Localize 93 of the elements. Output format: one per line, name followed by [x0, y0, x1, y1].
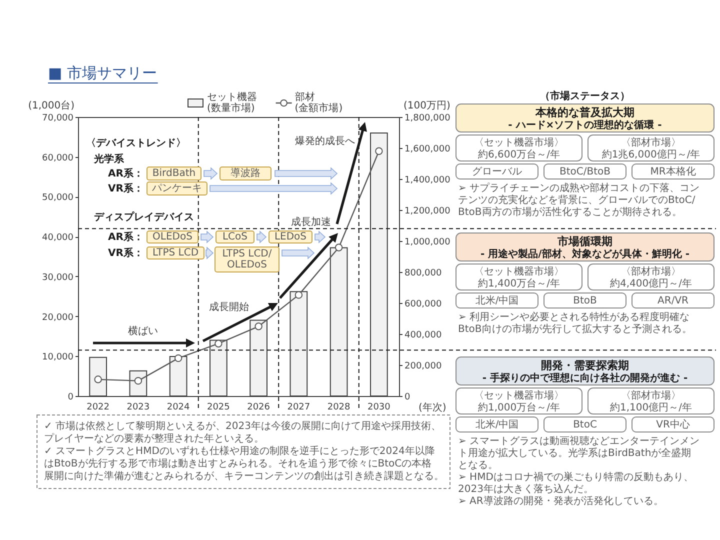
text: BtoB: [573, 296, 598, 306]
annotation: VR系：: [108, 182, 144, 194]
text: - 手探りの中で理想に向け各社の開発が進む -: [482, 372, 688, 384]
y2-tick-label: 1,600,000: [404, 144, 451, 154]
y2-tick-label: 1,800,000: [404, 114, 451, 124]
annotation: 横ばい: [128, 325, 158, 337]
y-tick-label: 50,000: [42, 193, 74, 204]
y2-tick-label: 1,200,000: [404, 206, 451, 216]
annotation: 〈デバイストレンド〉: [86, 137, 186, 149]
annotation: ディスプレイデバイス: [94, 211, 194, 223]
point: [334, 244, 343, 252]
text: 約1,400万台～/年: [478, 278, 560, 290]
text: 約1,100億円～/年: [610, 402, 692, 414]
text: 市場循環期: [556, 235, 612, 248]
annotation: 光学系: [93, 153, 125, 165]
annotation: OLEDoS: [152, 232, 192, 242]
text: 〈部材市場〉: [621, 136, 681, 148]
y2-tick-label: 1,400,000: [404, 176, 451, 186]
y2-tick-label: 200,000: [404, 362, 442, 372]
text: 約1,000万台～/年: [478, 402, 560, 414]
point: [174, 354, 182, 362]
text: ✓ スマートグラスとHMDのいずれも仕様や用途の制限を逆手にとった形で2024年以降はBtoBが先行する形で市場は動き出すとみられる。それを追う形で徐々にBtoCの本格展開に向けた準備が進むとみられるが、キラーコンテンツの創出は引き続き課題となる。: [44, 445, 444, 482]
x-tick-label: 2028: [327, 402, 351, 412]
text: ➢ HMDはコロナ禍での巣ごもり特需の反動もあり、2023年は大きく落ち込んだ。: [458, 471, 694, 495]
text: 北米/中国: [475, 418, 519, 430]
text: ➢ AR導波路の開発・発表が活発化している。: [458, 495, 664, 507]
text: 開発・需要探索期: [541, 359, 629, 372]
text: VR中心: [656, 418, 690, 430]
x-tick-label: 2024: [166, 402, 190, 412]
text: MR本格化: [650, 166, 696, 178]
text: 約4,400億円～/年: [610, 278, 692, 290]
x-tick-label: 2022: [86, 402, 110, 412]
y-tick-label: 30,000: [42, 272, 74, 283]
point: [375, 147, 383, 155]
annotation: LEDoS: [274, 232, 307, 242]
text: ✓ 市場は依然として黎明期といえるが、2023年は今後の展開に向けて用途や採用技術、プレイヤーなどの要素が整理された年といえる。: [44, 420, 442, 444]
y2-tick-label: 400,000: [404, 330, 442, 340]
annotation: AR系：: [108, 231, 144, 243]
text: ➢ 利用シーンや必要とされる特性がある程度明確なBtoB向けの市場が先行して拡大すると予測される。: [458, 311, 692, 335]
chart-title: ■ 市場サマリー: [48, 64, 157, 82]
text: 〈セット機器市場〉: [474, 136, 564, 148]
x-tick-label: 2027: [287, 402, 310, 412]
text: 北米/中国: [475, 294, 519, 306]
y-tick-label: 0: [68, 392, 74, 402]
y-tick-label: 40,000: [42, 233, 74, 244]
text: BtoC/BtoB: [559, 166, 611, 178]
x-tick-label: 2026: [247, 402, 270, 412]
text: グローバル: [472, 166, 522, 178]
text: 〈部材市場〉: [621, 266, 681, 278]
y-tick-label: 20,000: [42, 312, 74, 323]
y-tick-label: 70,000: [42, 114, 74, 124]
text: - ハード×ソフトの理想的な循環 -: [508, 119, 662, 131]
legend-label: セット機器 (数量市場): [207, 91, 257, 114]
annotation: 成長加速: [291, 216, 331, 228]
point: [94, 376, 102, 384]
y2-tick-label: 800,000: [404, 268, 442, 278]
text: ➢ スマートグラスは動画視聴などエンターテインメント用途が拡大している。光学系はBirdBathが全盛期となる。: [458, 435, 700, 471]
annotation: LTPS LCD: [152, 248, 199, 258]
x-tick-label: 2030: [367, 402, 391, 412]
text: （市場ステータス）: [540, 90, 630, 102]
annotation: AR系：: [108, 168, 144, 180]
annotation: BirdBath: [152, 168, 196, 179]
point: [294, 291, 303, 299]
annotation: パンケーキ: [151, 183, 202, 194]
text: 約6,600万台～/年: [478, 148, 560, 160]
text: 〈部材市場〉: [621, 390, 681, 402]
x-tick-label: 2025: [206, 402, 230, 412]
x-tick-label: 2023: [126, 402, 150, 412]
text: ➢ サプライチェーンの成熟や部材コストの下落、コンテンツの充実化などを背景に、グローバルでのBtoC/BtoB両方の市場が活性化することが期待される。: [458, 182, 700, 218]
point: [214, 340, 222, 348]
legend-label: 部材 (金額市場): [294, 91, 343, 114]
y-tick-label: 10,000: [42, 352, 74, 363]
text: 本格的な普及拡大期: [534, 106, 634, 119]
text: AR/VR: [658, 296, 689, 306]
text: 〈セット機器市場〉: [474, 266, 564, 278]
y2-tick-label: 600,000: [404, 300, 442, 310]
y2-tick-label: 0: [404, 392, 410, 402]
text: BtoC: [573, 420, 597, 430]
y-tick-label: 60,000: [42, 153, 74, 164]
text: 〈セット機器市場〉: [474, 390, 564, 402]
y2-tick-label: 1,000,000: [404, 238, 451, 248]
annotation: 爆発的成長へ: [295, 135, 355, 147]
point: [254, 322, 262, 330]
annotation: LCoS: [222, 232, 248, 242]
annotation: VR系：: [108, 247, 144, 259]
text: 約1兆6,000億円～/年: [602, 148, 700, 160]
annotation: 導波路: [230, 167, 260, 179]
y2-axis-title: (100万円): [404, 100, 450, 112]
y-axis-title: (1,000台): [28, 100, 75, 112]
x-axis-title: (年次): [418, 402, 446, 414]
annotation: LTPS LCD/OLEDoS: [222, 248, 272, 270]
text: - 用途や製品/部材、対象などが具体・鮮明化 -: [480, 248, 690, 260]
annotation: 成長開始: [209, 301, 249, 313]
